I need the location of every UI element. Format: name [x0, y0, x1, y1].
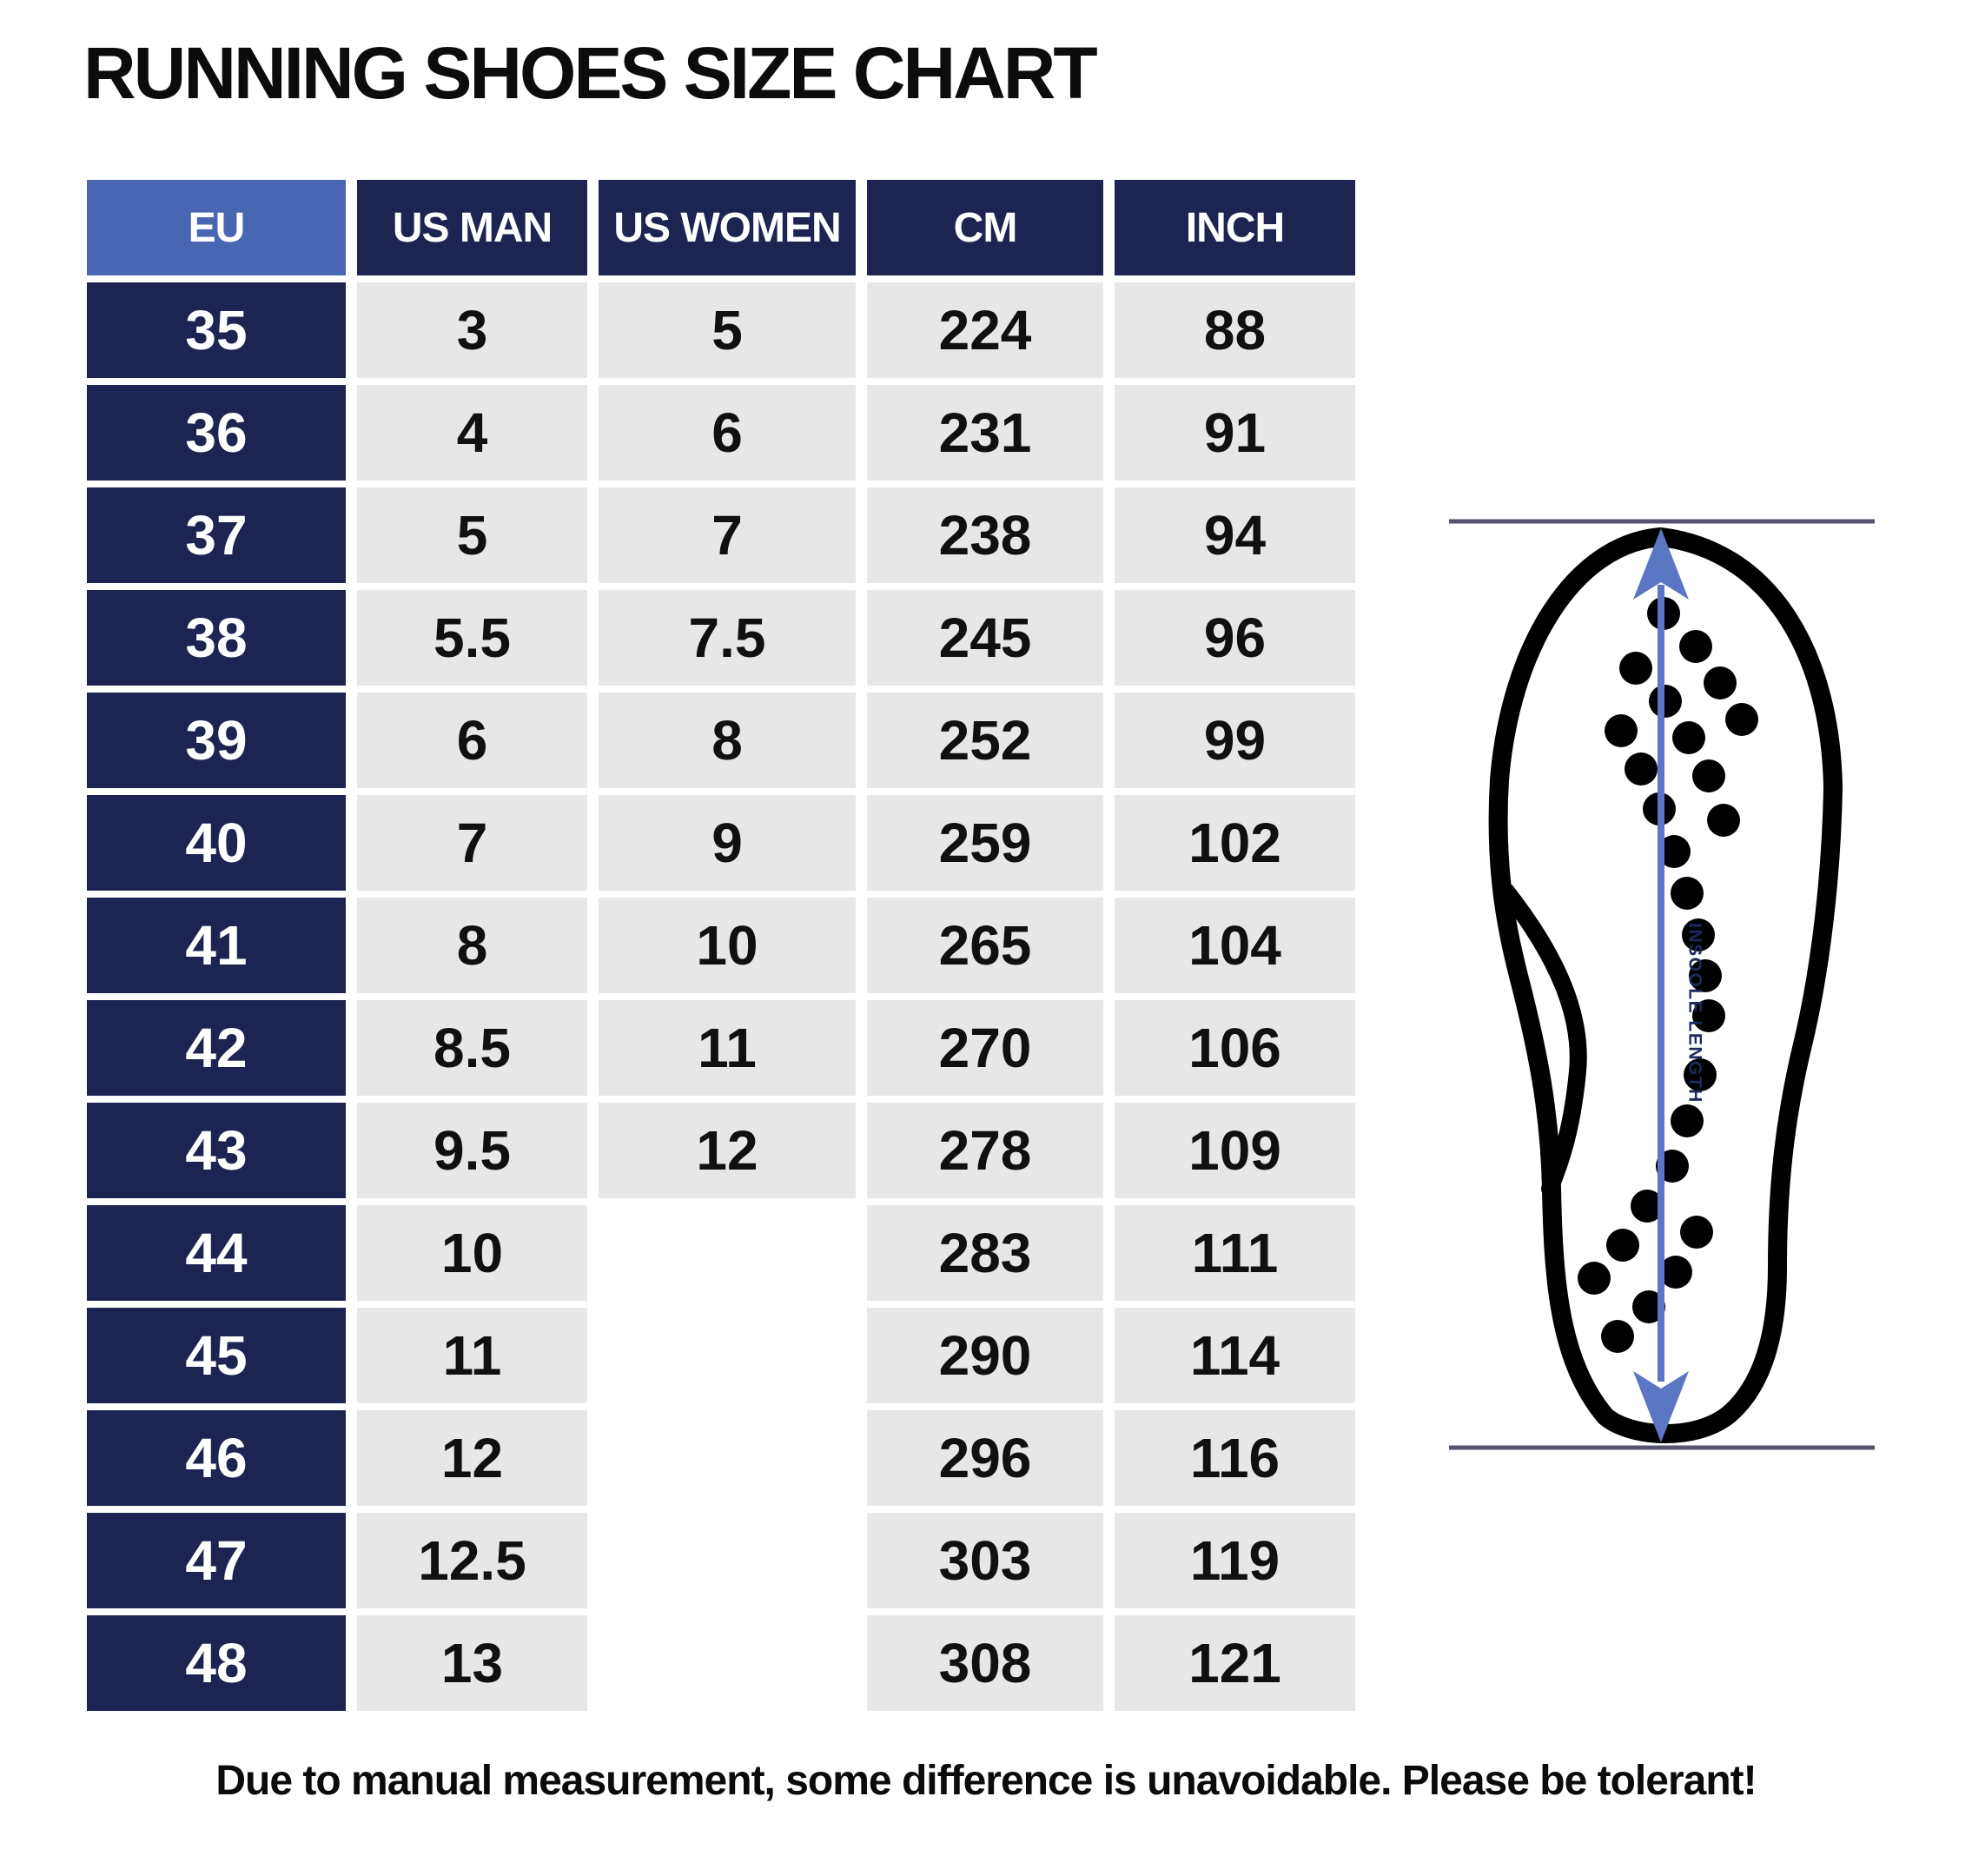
cell-us-man: 5.5 — [357, 590, 587, 686]
page-title: RUNNING SHOES SIZE CHART — [83, 32, 1098, 114]
cell-inch: 114 — [1115, 1308, 1355, 1403]
cell-inch: 121 — [1115, 1615, 1355, 1711]
measurement-arrow-icon — [1633, 528, 1689, 1442]
cell-us-women — [599, 1615, 856, 1711]
cell-us-women: 12 — [599, 1103, 856, 1198]
cell-eu: 42 — [87, 1000, 346, 1096]
cell-eu: 41 — [87, 898, 346, 993]
column-header-inch: INCH — [1115, 180, 1355, 275]
cell-cm: 283 — [867, 1205, 1103, 1301]
cell-eu: 47 — [87, 1513, 346, 1608]
cell-us-women: 11 — [599, 1000, 856, 1096]
cell-inch: 99 — [1115, 693, 1355, 788]
insole-measurement-illustration: INSOOLE LENGTH — [1449, 519, 1875, 1450]
cell-us-man: 6 — [357, 693, 587, 788]
cell-us-man: 8 — [357, 898, 587, 993]
cell-us-man: 11 — [357, 1308, 587, 1403]
cell-eu: 45 — [87, 1308, 346, 1403]
cell-us-man: 4 — [357, 385, 587, 481]
cell-us-man: 12 — [357, 1410, 587, 1506]
cell-inch: 96 — [1115, 590, 1355, 686]
cell-cm: 224 — [867, 282, 1103, 378]
insole-length-label: INSOOLE LENGTH — [1684, 923, 1704, 1104]
insole-arch-curve — [1498, 883, 1587, 1197]
insole-dots — [1578, 597, 1758, 1353]
cell-us-women — [599, 1513, 856, 1608]
cell-eu: 40 — [87, 795, 346, 891]
cell-cm: 231 — [867, 385, 1103, 481]
cell-inch: 111 — [1115, 1205, 1355, 1301]
cell-us-man: 7 — [357, 795, 587, 891]
cell-inch: 88 — [1115, 282, 1355, 378]
cell-eu: 39 — [87, 693, 346, 788]
cell-us-women — [599, 1205, 856, 1301]
cell-cm: 238 — [867, 487, 1103, 583]
cell-inch: 94 — [1115, 487, 1355, 583]
cell-cm: 303 — [867, 1513, 1103, 1608]
cell-inch: 109 — [1115, 1103, 1355, 1198]
cell-us-women: 6 — [599, 385, 856, 481]
column-header-us-women: US WOMEN — [599, 180, 856, 275]
cell-us-man: 5 — [357, 487, 587, 583]
cell-cm: 259 — [867, 795, 1103, 891]
cell-eu: 36 — [87, 385, 346, 481]
cell-cm: 296 — [867, 1410, 1103, 1506]
cell-inch: 91 — [1115, 385, 1355, 481]
cell-us-women: 7.5 — [599, 590, 856, 686]
cell-inch: 102 — [1115, 795, 1355, 891]
cell-inch: 119 — [1115, 1513, 1355, 1608]
cell-eu: 48 — [87, 1615, 346, 1711]
cell-us-women: 8 — [599, 693, 856, 788]
size-table: EU US MAN US WOMEN CM INCH 35 3 5 224 88 36 4 6… — [87, 180, 1355, 1711]
cell-cm: 270 — [867, 1000, 1103, 1096]
cell-inch: 104 — [1115, 898, 1355, 993]
insole-outline-icon — [1488, 527, 1843, 1443]
cell-cm: 308 — [867, 1615, 1103, 1711]
cell-cm: 265 — [867, 898, 1103, 993]
cell-cm: 245 — [867, 590, 1103, 686]
cell-us-man: 8.5 — [357, 1000, 587, 1096]
cell-inch: 116 — [1115, 1410, 1355, 1506]
cell-eu: 44 — [87, 1205, 346, 1301]
column-header-cm: CM — [867, 180, 1103, 275]
cell-cm: 278 — [867, 1103, 1103, 1198]
cell-us-women — [599, 1308, 856, 1403]
column-header-eu: EU — [87, 180, 346, 275]
cell-us-women: 10 — [599, 898, 856, 993]
cell-us-man: 10 — [357, 1205, 587, 1301]
cell-us-women: 5 — [599, 282, 856, 378]
cell-us-women: 7 — [599, 487, 856, 583]
cell-eu: 37 — [87, 487, 346, 583]
cell-cm: 252 — [867, 693, 1103, 788]
cell-eu: 46 — [87, 1410, 346, 1506]
footer-note: Due to manual measurement, some differen… — [215, 1758, 1757, 1804]
cell-inch: 106 — [1115, 1000, 1355, 1096]
cell-us-women — [599, 1410, 856, 1506]
column-header-us-man: US MAN — [357, 180, 587, 275]
cell-us-man: 9.5 — [357, 1103, 587, 1198]
cell-eu: 38 — [87, 590, 346, 686]
cell-eu: 43 — [87, 1103, 346, 1198]
cell-us-man: 12.5 — [357, 1513, 587, 1608]
cell-us-man: 13 — [357, 1615, 587, 1711]
cell-cm: 290 — [867, 1308, 1103, 1403]
cell-us-man: 3 — [357, 282, 587, 378]
cell-us-women: 9 — [599, 795, 856, 891]
cell-eu: 35 — [87, 282, 346, 378]
